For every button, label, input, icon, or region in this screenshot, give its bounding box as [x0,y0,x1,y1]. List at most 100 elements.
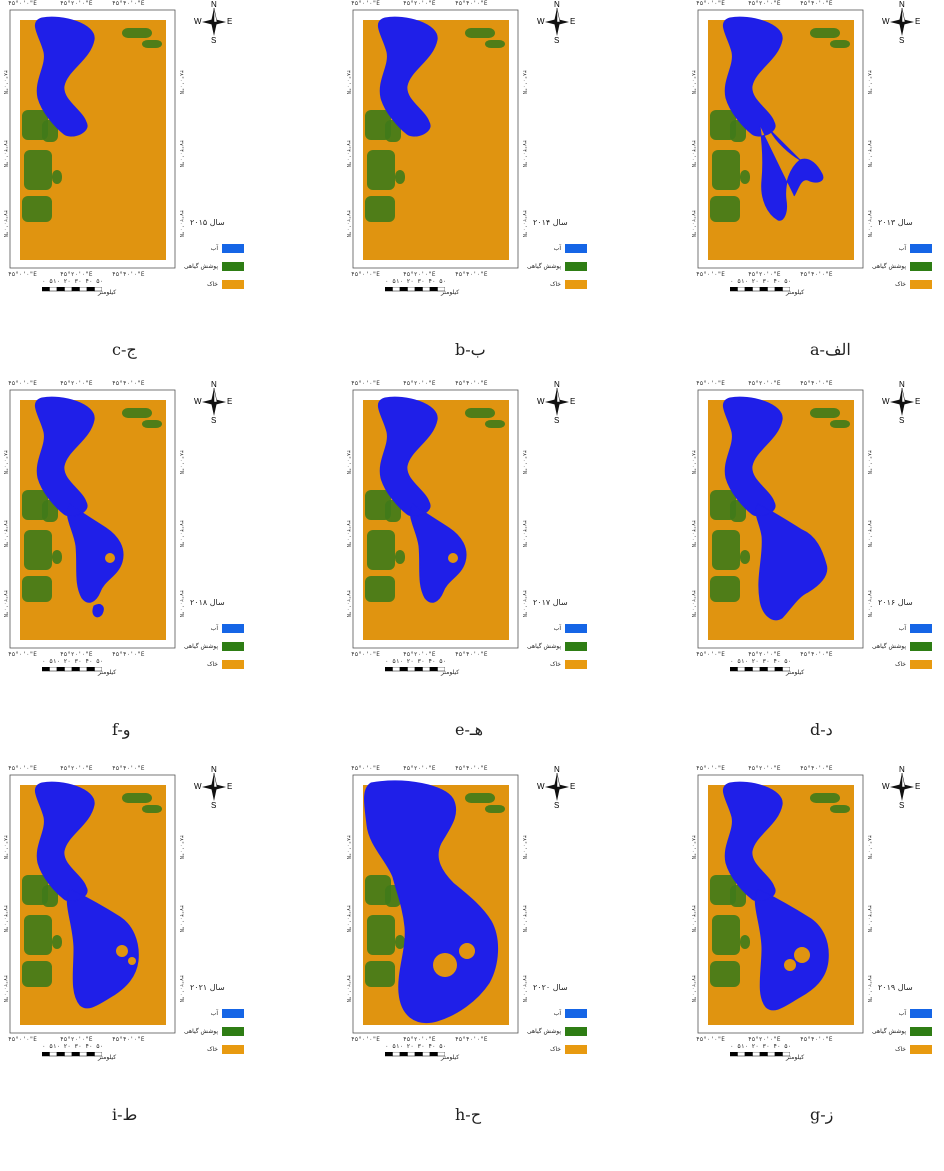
compass-rose-icon [890,387,914,416]
longitude-tick-bottom: ۴۵°۰'۰"E [351,1036,380,1043]
vegetation-patch [367,530,395,570]
vegetation-patch [385,500,401,522]
north-arrow-icon: N S E W [194,765,233,810]
map-panel-i: ۴۵°۰'۰"E ۴۵°۲۰'۰"E ۴۵°۴۰'۰"E ۴۵°۰'۰"E ۴۵°۲۰'… [2,765,302,1145]
compass-w-label: W [882,17,890,26]
legend-item: خاک [862,280,932,289]
vegetation-patch [24,150,52,190]
legend-swatch [910,1045,932,1054]
legend-swatch [910,660,932,669]
compass-rose-icon [202,772,226,801]
panel-caption: i-ط [112,1105,138,1124]
compass-n-label: N [554,765,560,774]
vegetation-patch [365,961,395,987]
lake-water [34,396,124,618]
year-label: سال ۲۰۱۷ [533,598,568,607]
scale-numbers: ۰ ۵۱۰ ۲۰ ۳۰ ۴۰ ۵۰ [385,278,447,285]
legend-swatch [222,280,244,289]
compass-e-label: E [915,397,921,406]
legend-swatch [222,624,244,633]
legend-item: پوشش گیاهی [517,1027,587,1036]
compass-e-label: E [227,782,233,791]
scale-ruler [385,667,445,672]
vegetation-patch [22,196,52,222]
longitude-tick-top: ۴۵°۴۰'۰"E [800,765,833,772]
compass-rose-icon [545,772,569,801]
legend-swatch [222,642,244,651]
compass-rose-icon [890,7,914,36]
legend-item: خاک [174,660,244,669]
vegetation-patch [710,196,740,222]
longitude-tick-bottom: ۴۵°۰'۰"E [696,1036,725,1043]
latitude-tick-left: ۳۷°۴۰'۰"N [690,520,696,548]
compass-s-label: S [554,801,560,810]
north-arrow-icon: N S E W [882,380,921,425]
north-arrow-icon: N S E W [537,0,576,45]
legend-item: پوشش گیاهی [517,262,587,271]
compass-w-label: W [882,782,890,791]
compass-e-label: E [570,17,576,26]
latitude-tick-left: ۳۷°۴۰'۰"N [690,905,696,933]
latitude-tick-left: ۳۷°۴۰'۰"N [345,520,351,548]
scale-unit: کیلومتر [441,669,460,676]
vegetation-patch [22,875,48,905]
latitude-tick-left: ۳۸°۰'۰"N [690,70,696,95]
latitude-tick-right: ۳۸°۰'۰"N [866,835,872,860]
legend-label: پوشش گیاهی [871,1028,906,1035]
vegetation-patch [367,915,395,955]
compass-s-label: S [899,801,905,810]
map-figure [352,389,519,649]
map-figure [697,389,864,649]
legend-item: خاک [517,280,587,289]
island [459,943,475,959]
vegetation-patch [485,420,505,428]
longitude-tick-top: ۴۵°۰'۰"E [8,0,37,7]
legend-swatch [910,244,932,253]
year-label: سال ۲۰۱۸ [190,598,225,607]
latitude-tick-right: ۳۷°۴۰'۰"N [866,520,872,548]
latitude-tick-right: ۳۷°۲۰'۰"N [866,975,872,1003]
longitude-tick-top: ۴۵°۴۰'۰"E [112,380,145,387]
vegetation-patch [22,961,52,987]
compass-n-label: N [554,380,560,389]
latitude-tick-left: ۳۸°۰'۰"N [345,835,351,860]
vegetation-patch [42,500,58,522]
map-panel-e: ۴۵°۰'۰"E ۴۵°۲۰'۰"E ۴۵°۴۰'۰"E ۴۵°۰'۰"E ۴۵°۲۰'… [345,380,645,760]
longitude-tick-top: ۴۵°۲۰'۰"E [60,380,93,387]
latitude-tick-left: ۳۷°۲۰'۰"N [2,975,8,1003]
lake-water [377,396,467,603]
compass-e-label: E [570,782,576,791]
legend-swatch [565,1027,587,1036]
compass-w-label: W [537,17,545,26]
vegetation-patch [365,490,391,520]
scale-unit: کیلومتر [786,669,805,676]
vegetation-patch [142,40,162,48]
legend-item: آب [862,1009,932,1018]
scale-ruler [385,287,445,292]
legend-item: آب [174,1009,244,1018]
legend-label: پوشش گیاهی [183,263,218,270]
lake-water [34,781,139,1009]
latitude-tick-right: ۳۷°۴۰'۰"N [866,140,872,168]
compass-rose-icon [890,772,914,801]
vegetation-patch [485,40,505,48]
longitude-tick-top: ۴۵°۴۰'۰"E [455,380,488,387]
vegetation-patch [830,40,850,48]
lake-water [34,16,95,137]
vegetation-patch [52,170,62,184]
longitude-tick-top: ۴۵°۴۰'۰"E [455,0,488,7]
legend-label: آب [553,625,561,632]
latitude-tick-right: ۳۸°۰'۰"N [521,450,527,475]
latitude-tick-right: ۳۷°۴۰'۰"N [178,520,184,548]
island [794,947,810,963]
vegetation-patch [122,793,152,803]
longitude-tick-bottom: ۴۵°۴۰'۰"E [800,1036,833,1043]
legend-swatch [565,1009,587,1018]
legend-swatch [222,1027,244,1036]
latitude-tick-right: ۳۷°۴۰'۰"N [521,905,527,933]
latitude-tick-left: ۳۷°۲۰'۰"N [345,210,351,238]
longitude-tick-top: ۴۵°۴۰'۰"E [112,765,145,772]
legend-label: خاک [550,1046,561,1053]
legend-label: خاک [895,661,906,668]
legend-swatch [565,660,587,669]
